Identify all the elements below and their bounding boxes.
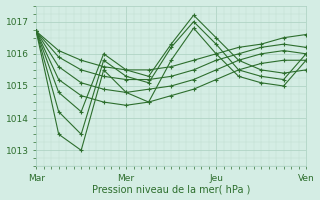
X-axis label: Pression niveau de la mer( hPa ): Pression niveau de la mer( hPa ) bbox=[92, 184, 250, 194]
